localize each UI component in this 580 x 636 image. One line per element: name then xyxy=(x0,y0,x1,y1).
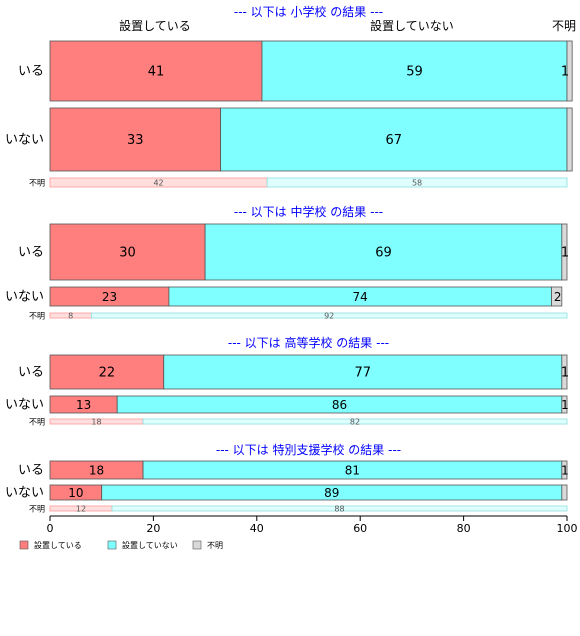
x-tick-label: 20 xyxy=(146,522,160,535)
category-label: 不明 xyxy=(29,312,45,321)
bar-segment xyxy=(566,107,573,172)
category-label: いない xyxy=(5,290,44,305)
data-label: 92 xyxy=(324,311,334,320)
data-label: 58 xyxy=(412,178,422,187)
data-label: 8 xyxy=(68,311,73,320)
legend-swatch xyxy=(19,540,29,550)
panel-title: --- 以下は 小学校 の結果 --- xyxy=(234,4,383,19)
data-label: 18 xyxy=(89,463,104,477)
legend-swatch xyxy=(107,540,117,550)
bar-segment xyxy=(142,418,568,425)
data-label: 41 xyxy=(148,65,165,80)
data-label: 88 xyxy=(334,504,344,513)
category-label: いる xyxy=(18,245,44,260)
bar-segment xyxy=(561,484,568,501)
legend-label: 設置していない xyxy=(122,540,178,550)
category-label: いない xyxy=(5,133,44,148)
data-label: 77 xyxy=(355,366,372,381)
legend-label: 設置している xyxy=(34,540,82,550)
column-label: 不明 xyxy=(552,19,576,33)
category-label: 不明 xyxy=(29,418,45,427)
data-label: 59 xyxy=(406,65,423,80)
legend-swatch xyxy=(192,540,202,550)
x-tick-label: 60 xyxy=(353,522,367,535)
data-label: 69 xyxy=(375,246,392,261)
bar-segment xyxy=(551,286,563,307)
bar-segment xyxy=(561,223,568,281)
data-label: 23 xyxy=(102,290,117,304)
data-label: 67 xyxy=(386,133,403,148)
bar-segment xyxy=(566,40,573,102)
category-label: いない xyxy=(5,398,44,413)
data-label: 89 xyxy=(324,486,339,500)
bar-segment xyxy=(220,107,568,172)
data-label: 13 xyxy=(76,398,91,412)
category-label: 不明 xyxy=(29,179,45,188)
column-label: 設置していない xyxy=(370,18,454,33)
data-label: 81 xyxy=(345,463,360,477)
bar-segment xyxy=(266,177,568,188)
data-label: 74 xyxy=(353,290,368,304)
category-label: いる xyxy=(18,64,44,79)
legend-label: 不明 xyxy=(207,541,223,550)
column-label: 設置している xyxy=(119,18,191,33)
data-label: 1 xyxy=(561,366,569,381)
data-label: 1 xyxy=(561,65,569,80)
category-label: いる xyxy=(18,365,44,380)
bar-segment xyxy=(261,40,568,102)
x-tick-label: 80 xyxy=(457,522,471,535)
bar-segment xyxy=(90,312,568,319)
data-label: 42 xyxy=(153,178,163,187)
data-label: 33 xyxy=(127,133,144,148)
data-label: 1 xyxy=(561,398,569,412)
category-label: いる xyxy=(18,463,44,478)
bar-segment xyxy=(163,354,563,390)
bar-segment xyxy=(111,505,568,512)
data-label: 22 xyxy=(99,366,116,381)
bar-segment xyxy=(49,354,165,390)
bar-segment xyxy=(561,460,568,480)
panel-title: --- 以下は 高等学校 の結果 --- xyxy=(228,335,389,350)
data-label: 1 xyxy=(561,246,569,261)
data-label: 86 xyxy=(332,398,347,412)
data-label: 2 xyxy=(554,290,562,304)
data-label: 10 xyxy=(68,486,83,500)
data-label: 82 xyxy=(350,417,360,426)
data-label: 30 xyxy=(119,246,136,261)
data-label: 18 xyxy=(91,417,101,426)
bar-segment xyxy=(561,354,568,390)
category-label: いない xyxy=(5,486,44,501)
data-label: 1 xyxy=(561,463,569,477)
bar-segment xyxy=(204,223,563,281)
x-tick-label: 40 xyxy=(250,522,264,535)
data-label: 12 xyxy=(76,504,86,513)
x-tick-label: 0 xyxy=(47,522,54,535)
x-tick-label: 100 xyxy=(557,522,578,535)
bar-segment xyxy=(49,40,263,102)
panel-title: --- 以下は 中学校 の結果 --- xyxy=(234,204,383,219)
category-label: 不明 xyxy=(29,505,45,514)
bar-segment xyxy=(561,395,568,414)
bar-segment xyxy=(49,223,206,281)
panel-title: --- 以下は 特別支援学校 の結果 --- xyxy=(216,442,401,457)
